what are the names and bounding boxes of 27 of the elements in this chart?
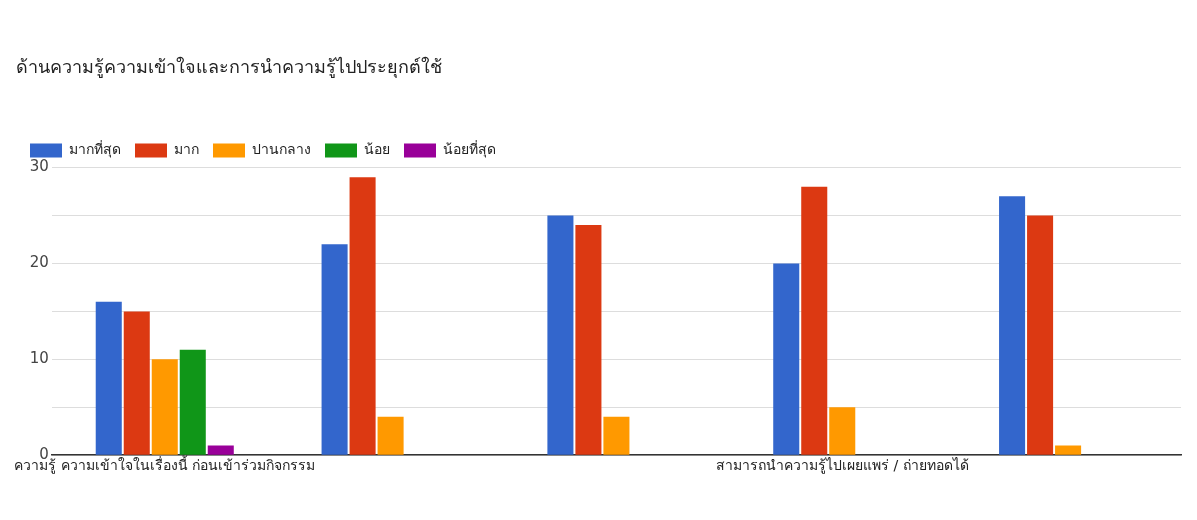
bar <box>773 263 800 455</box>
chart-title: ด้านความรู้ความเข้าใจและการนำความรู้ไปประยุกต์ใช้ <box>16 56 442 79</box>
y-tick-label: 10 <box>29 349 49 368</box>
bar <box>801 186 828 455</box>
legend-label: ปานกลาง <box>252 141 311 158</box>
legend-label: น้อย <box>364 141 390 158</box>
bar <box>603 416 630 455</box>
bar <box>1055 445 1082 455</box>
bar <box>123 311 150 455</box>
bar <box>179 349 206 455</box>
bar <box>1027 215 1054 455</box>
bar <box>377 416 404 455</box>
y-tick-label: 20 <box>29 253 49 272</box>
y-tick-label: 30 <box>29 157 49 176</box>
bar <box>151 359 178 455</box>
legend-label: มาก <box>174 141 199 158</box>
legend-label: มากที่สุด <box>69 140 121 159</box>
bar <box>999 196 1026 455</box>
bar <box>829 407 856 455</box>
x-tick-label: สามารถนำความรู้ไปเผยแพร่ / ถ่ายทอดได้ <box>715 457 969 475</box>
bar <box>207 445 234 455</box>
bar <box>95 301 122 455</box>
bar <box>349 177 376 455</box>
bar <box>321 244 348 455</box>
legend-label: น้อยที่สุด <box>443 140 496 159</box>
bar <box>547 215 574 455</box>
bar <box>575 225 602 455</box>
